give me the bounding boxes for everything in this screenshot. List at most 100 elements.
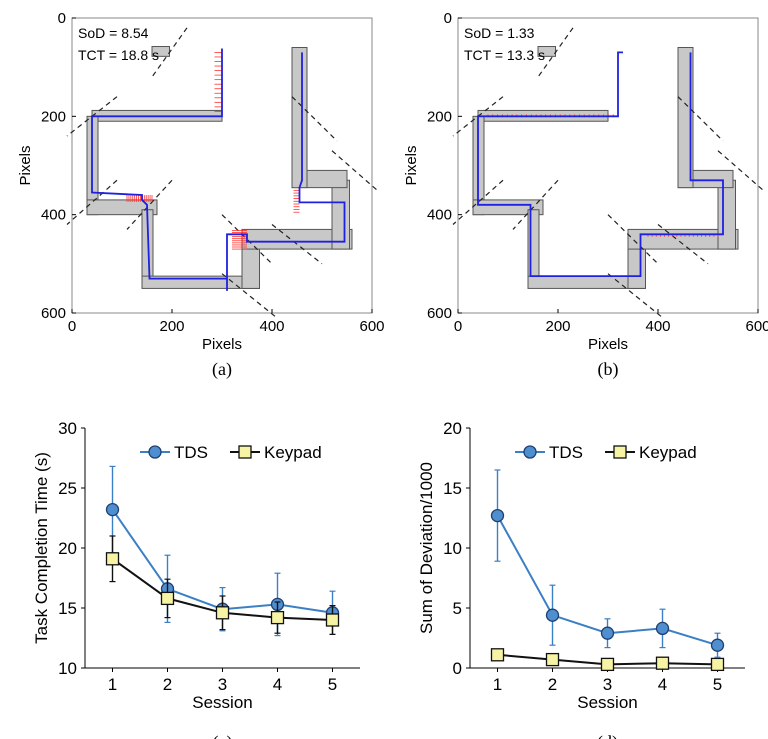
x-tick-label: 0 — [68, 318, 76, 335]
y-tick-label: 15 — [443, 479, 462, 498]
x-tick-label: 4 — [658, 675, 667, 694]
boundary-dash — [607, 273, 664, 319]
legend: TDS Keypad — [140, 443, 322, 462]
boundary-dash — [151, 27, 188, 78]
x-tick-label: 200 — [545, 318, 570, 335]
boundary-dash — [717, 150, 764, 191]
x-axis-label: Pixels — [588, 336, 628, 353]
data-point-circle — [490, 508, 505, 523]
x-tick-label: 400 — [645, 318, 670, 335]
y-tick-label: 0 — [444, 10, 452, 27]
x-axis-label: Session — [192, 693, 252, 712]
data-point-circle — [105, 502, 120, 517]
panel-caption: (d) — [597, 732, 618, 739]
y-axis-label: Pixels — [17, 145, 34, 185]
data-point-circle — [545, 608, 560, 622]
x-tick-label: 3 — [603, 675, 612, 694]
x-tick-label: 2 — [548, 675, 557, 694]
y-tick-label: 400 — [41, 207, 66, 224]
y-axis-label: Task Completion Time (s) — [32, 452, 51, 644]
boundary-dash — [512, 179, 559, 230]
boundary-dash — [66, 179, 118, 225]
legend-marker-keypad — [613, 445, 627, 459]
x-axis-label: Session — [577, 693, 637, 712]
y-tick-label: 20 — [443, 419, 462, 438]
data-point-square — [545, 652, 560, 667]
boundary-dash — [126, 179, 173, 230]
track-segment — [717, 179, 736, 250]
y-axis-label: Sum of Deviation/1000 — [417, 462, 436, 634]
x-tick-label: 600 — [745, 318, 768, 335]
x-tick-label: 0 — [454, 318, 462, 335]
line-panel-c: 10 15 20 25 30 1 2 3 4 5 Session Task Completion Ti… — [32, 419, 360, 739]
data-point-square — [105, 552, 120, 566]
track-segment — [677, 47, 694, 189]
legend-marker-tds — [523, 445, 537, 459]
boundary-dash — [607, 214, 659, 265]
legend-label-tds: TDS — [174, 443, 208, 462]
series-keypad — [490, 648, 725, 672]
data-point-square — [710, 657, 725, 672]
x-tick-label: 4 — [273, 675, 282, 694]
y-tick-label: 20 — [58, 539, 77, 558]
boundary-dash — [331, 150, 378, 191]
y-tick-label: 0 — [58, 10, 66, 27]
data-point-square — [270, 610, 285, 625]
data-point-square — [325, 613, 340, 627]
line-panel-d: 0 5 10 15 20 1 2 3 4 5 Session Sum of Deviation/100… — [417, 419, 745, 739]
boundary-dash — [452, 179, 504, 225]
data-point-circle — [655, 621, 670, 636]
x-tick-label: 1 — [108, 675, 117, 694]
y-tick-label: 25 — [58, 479, 77, 498]
x-tick-label: 5 — [713, 675, 722, 694]
x-tick-label: 200 — [159, 318, 184, 335]
y-tick-label: 600 — [41, 305, 66, 322]
data-point-square — [600, 657, 615, 672]
panel-caption: (b) — [598, 359, 619, 380]
data-point-square — [490, 648, 505, 662]
y-tick-label: 600 — [427, 305, 452, 322]
legend-marker-tds — [148, 445, 162, 459]
y-tick-label: 200 — [41, 108, 66, 125]
y-tick-label: 0 — [453, 659, 462, 678]
track-segment — [291, 47, 308, 189]
tct-annotation: TCT = 18.8 s — [78, 47, 159, 63]
data-point-circle — [600, 626, 615, 640]
x-tick-label: 3 — [218, 675, 227, 694]
y-tick-label: 5 — [453, 599, 462, 618]
legend-label-keypad: Keypad — [264, 443, 322, 462]
x-tick-label: 5 — [328, 675, 337, 694]
series-keypad — [105, 535, 340, 636]
legend: TDS Keypad — [515, 443, 697, 462]
y-tick-label: 10 — [443, 539, 462, 558]
x-axis-label: Pixels — [202, 336, 242, 353]
track-segment — [241, 228, 353, 250]
track-segment — [331, 179, 350, 250]
tct-annotation: TCT = 13.3 s — [464, 47, 545, 63]
panel-caption: (a) — [212, 359, 232, 380]
y-tick-label: 10 — [58, 659, 77, 678]
x-tick-label: 400 — [259, 318, 284, 335]
boundary-dash — [657, 224, 709, 265]
panel-caption: (c) — [213, 732, 233, 739]
y-tick-label: 200 — [427, 108, 452, 125]
y-tick-label: 15 — [58, 599, 77, 618]
data-point-circle — [710, 638, 725, 652]
sod-annotation: SoD = 8.54 — [78, 25, 149, 41]
boundary-dash — [291, 96, 338, 142]
x-tick-label: 1 — [493, 675, 502, 694]
x-tick-label: 2 — [163, 675, 172, 694]
boundary-dash — [221, 214, 273, 265]
boundary-dash — [271, 224, 323, 265]
y-tick-label: 30 — [58, 419, 77, 438]
cursor-path — [477, 51, 724, 277]
sod-annotation: SoD = 1.33 — [464, 25, 535, 41]
legend-label-keypad: Keypad — [639, 443, 697, 462]
boundary-dash — [537, 27, 574, 78]
boundary-dash — [677, 96, 724, 142]
legend-marker-keypad — [238, 445, 252, 459]
y-tick-label: 400 — [427, 207, 452, 224]
x-tick-label: 600 — [359, 318, 384, 335]
